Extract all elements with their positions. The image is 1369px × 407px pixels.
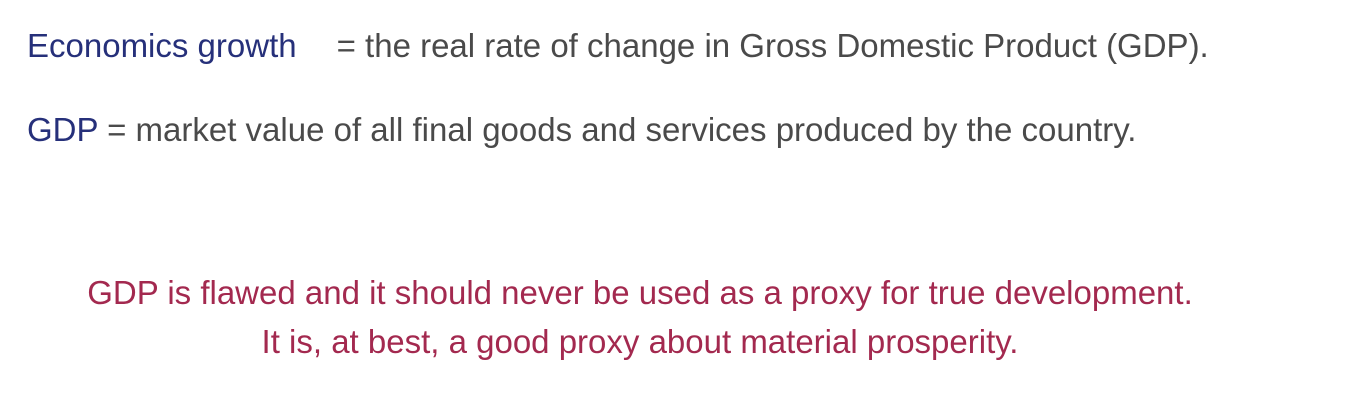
conclusion-line-2: It is, at best, a good proxy about mater… <box>261 323 1019 360</box>
definition-economic-growth: Economics growth = the real rate of chang… <box>27 26 1209 66</box>
definition-text-gdp: = market value of all final goods and se… <box>97 111 1137 148</box>
conclusion-line-1: GDP is flawed and it should never be use… <box>87 274 1193 311</box>
term-economics-growth: Economics growth <box>27 27 297 64</box>
definition-text-economic-growth: = the real rate of change in Gross Domes… <box>336 27 1209 64</box>
term-gdp: GDP <box>27 111 98 148</box>
definition-gdp: GDP = market value of all final goods an… <box>27 110 1136 150</box>
